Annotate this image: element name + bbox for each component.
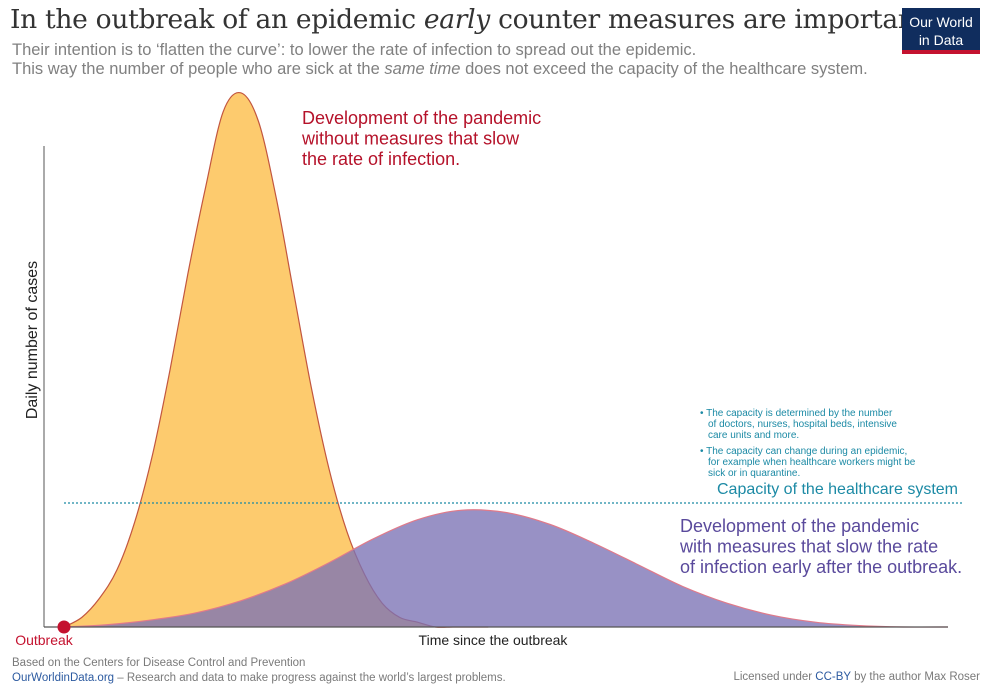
license-post: by the author Max Roser	[850, 671, 980, 683]
curve-with-measures-line	[63, 509, 949, 628]
title-text-pre: In the outbreak of an epidemic	[10, 4, 424, 35]
annotation-without-line: without measures that slow	[301, 129, 520, 149]
capacity-note-line: care units and more.	[708, 430, 799, 441]
subtitle-line-2: This way the number of people who are si…	[12, 60, 912, 79]
subtitle-line-1: Their intention is to ‘flatten the curve…	[12, 41, 697, 59]
annotation-without-line: the rate of infection.	[302, 149, 460, 169]
footer-source: Based on the Centers for Disease Control…	[12, 656, 506, 686]
annotation-without-line: Development of the pandemic	[302, 108, 541, 128]
capacity-note-line: sick or in quarantine.	[708, 468, 800, 479]
title-text-emphasis: early	[423, 4, 490, 35]
outbreak-label: Outbreak	[15, 632, 74, 648]
curve-layer	[63, 91, 949, 628]
curve-without-measures-area	[64, 92, 489, 628]
footer-license: Licensed under CC-BY by the author Max R…	[733, 671, 980, 683]
annotation-without-measures: Development of the pandemic without meas…	[301, 108, 541, 169]
logo-line-1: Our World	[909, 14, 973, 30]
annotation-with-measures: Development of the pandemic with measure…	[679, 516, 962, 577]
footer-tagline: – Research and data to make progress aga…	[114, 672, 506, 684]
subtitle-line-2-emphasis: same time	[384, 60, 461, 78]
outbreak-marker	[57, 620, 71, 634]
annotation-with-line: Development of the pandemic	[680, 516, 919, 536]
site-link[interactable]: OurWorldinData.org	[12, 672, 115, 684]
owid-logo[interactable]: Our World in Data	[902, 8, 980, 54]
y-axis-label: Daily number of cases	[24, 261, 41, 419]
capacity-note-line: of doctors, nurses, hospital beds, inten…	[708, 419, 897, 430]
chart-title: In the outbreak of an epidemic early cou…	[10, 4, 925, 35]
logo-line-2: in Data	[918, 32, 964, 48]
annotation-with-line: of infection early after the outbreak.	[680, 557, 962, 577]
capacity-note-line: for example when healthcare workers migh…	[708, 457, 916, 468]
curve-with-measures-area	[64, 509, 948, 628]
title-text-post: counter measures are important	[489, 4, 926, 35]
annotation-with-line: with measures that slow the rate	[679, 537, 938, 557]
capacity-note-line: • The capacity can change during an epid…	[700, 446, 907, 457]
chart-subtitle: Their intention is to ‘flatten the curve…	[12, 41, 912, 79]
footer-site-line: OurWorldinData.org – Research and data t…	[12, 671, 506, 686]
subtitle-line-2-pre: This way the number of people who are si…	[12, 60, 385, 78]
capacity-note-line: • The capacity is determined by the numb…	[700, 408, 893, 419]
cc-by-link[interactable]: CC-BY	[815, 671, 851, 683]
capacity-notes: • The capacity is determined by the numb…	[700, 408, 916, 479]
x-axis-label: Time since the outbreak	[419, 632, 569, 648]
capacity-label: Capacity of the healthcare system	[717, 481, 958, 498]
subtitle-line-2-post: does not exceed the capacity of the heal…	[460, 60, 868, 78]
license-pre: Licensed under	[733, 671, 816, 683]
footer-source-text: Based on the Centers for Disease Control…	[12, 657, 306, 669]
